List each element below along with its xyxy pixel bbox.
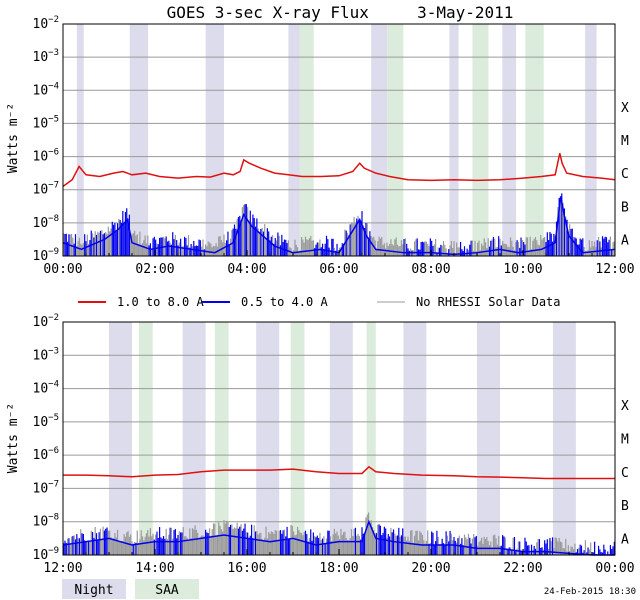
y-tick-label: 10−2 <box>33 313 60 330</box>
night-band <box>552 322 576 555</box>
top-panel: 00:00 02:00 04:00 06:00 08:00 10:00 12:00 10−9 1… <box>33 15 635 277</box>
flare-class-label: C <box>621 466 629 481</box>
y-tick-label: 10−4 <box>33 81 60 98</box>
x-tick-label: 10:00 <box>503 262 542 277</box>
y-tick-label: 10−6 <box>33 446 60 463</box>
x-tick-label: 12:00 <box>43 561 82 576</box>
y-tick-label: 10−7 <box>33 479 60 496</box>
y-tick-label: 10−9 <box>33 247 60 264</box>
y-tick-label: 10−8 <box>33 513 60 530</box>
flare-class-label: A <box>621 233 629 248</box>
saa-band <box>366 322 376 555</box>
y-tick-label: 10−2 <box>33 15 60 32</box>
night-band <box>371 24 388 256</box>
saa-band <box>214 322 229 555</box>
top-y-axis-label: Watts m⁻² <box>6 103 21 173</box>
night-band <box>205 24 224 256</box>
legend-saa-swatch <box>135 579 199 599</box>
x-tick-label: 00:00 <box>43 262 82 277</box>
night-band <box>449 24 459 256</box>
night-band <box>129 24 149 256</box>
y-tick-label: 10−5 <box>33 413 60 430</box>
night-band <box>109 322 132 555</box>
night-band <box>403 322 427 555</box>
saa-band <box>472 24 489 256</box>
legend-label-rhessi: No RHESSI Solar Data <box>416 295 561 309</box>
flare-class-label: X <box>621 101 629 116</box>
saa-band <box>387 24 404 256</box>
night-band <box>76 24 84 256</box>
legend-label-short: 0.5 to 4.0 A <box>241 295 328 309</box>
night-band <box>182 322 206 555</box>
flare-class-label: X <box>621 399 629 414</box>
saa-band <box>290 322 305 555</box>
y-tick-label: 10−5 <box>33 114 60 131</box>
y-tick-label: 10−8 <box>33 214 60 231</box>
flare-class-label: A <box>621 532 629 547</box>
flare-class-label: B <box>621 200 629 215</box>
x-tick-label: 14:00 <box>135 561 174 576</box>
saa-band <box>299 24 314 256</box>
night-band <box>329 322 353 555</box>
y-tick-label: 10−3 <box>33 48 60 65</box>
generated-timestamp: 24-Feb-2015 18:30 <box>544 587 636 597</box>
short-channel-line <box>62 519 615 556</box>
x-tick-label: 02:00 <box>135 262 174 277</box>
legend-label-long: 1.0 to 8.0 A <box>117 295 204 309</box>
legend-night-label: Night <box>74 583 113 598</box>
y-tick-label: 10−4 <box>33 380 60 397</box>
x-tick-label: 04:00 <box>227 262 266 277</box>
night-band <box>585 24 597 256</box>
x-tick-label: 08:00 <box>411 262 450 277</box>
bottom-y-axis-label: Watts m⁻² <box>6 403 21 473</box>
y-tick-label: 10−9 <box>33 546 60 563</box>
x-tick-label: 12:00 <box>595 262 634 277</box>
long-channel-line <box>62 153 616 188</box>
night-band <box>288 24 300 256</box>
x-tick-label: 00:00 <box>595 561 634 576</box>
y-tick-label: 10−6 <box>33 148 60 165</box>
x-tick-label: 06:00 <box>319 262 358 277</box>
saa-band <box>525 24 544 256</box>
legend-saa-label: SAA <box>155 583 179 598</box>
y-tick-label: 10−7 <box>33 181 60 198</box>
flare-class-label: C <box>621 167 629 182</box>
saa-band <box>138 322 153 555</box>
x-tick-label: 20:00 <box>411 561 450 576</box>
long-channel-line <box>63 465 615 480</box>
shade-legend: Night SAA <box>62 579 199 599</box>
x-tick-label: 18:00 <box>319 561 358 576</box>
flare-class-label: M <box>621 134 629 149</box>
flare-class-label: B <box>621 499 629 514</box>
bottom-panel: 12:00 14:00 16:00 18:00 20:00 22:00 00:00 10−9 1… <box>33 313 635 576</box>
x-tick-label: 22:00 <box>503 561 542 576</box>
series-legend: 1.0 to 8.0 A 0.5 to 4.0 A No RHESSI Sola… <box>78 295 561 309</box>
legend-night-swatch <box>62 579 126 599</box>
night-band <box>256 322 280 555</box>
chart-title: GOES 3-sec X-ray Flux 3-May-2011 <box>167 3 514 22</box>
short-channel-line <box>62 196 616 256</box>
night-band <box>502 24 517 256</box>
y-tick-label: 10−3 <box>33 346 60 363</box>
flare-class-label: M <box>621 433 629 448</box>
night-band <box>477 322 500 555</box>
x-tick-label: 16:00 <box>227 561 266 576</box>
